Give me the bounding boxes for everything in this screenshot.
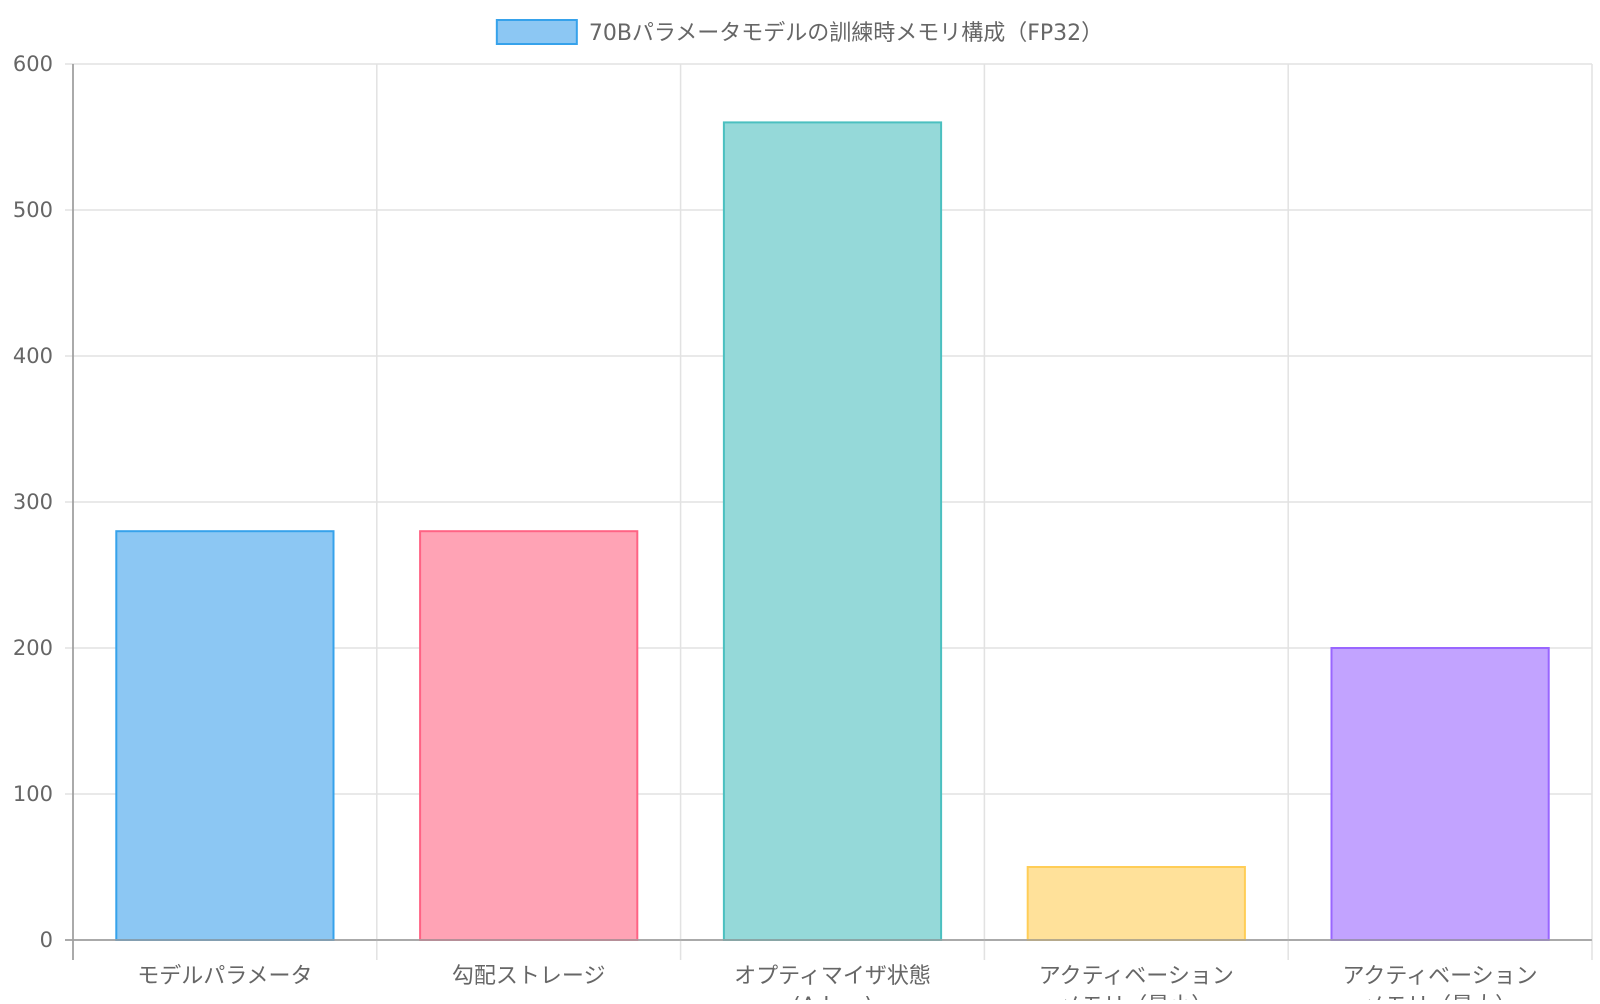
x-category-label: オプティマイザ状態(Adam) — [734, 964, 931, 1000]
bars-layer — [115, 121, 1550, 941]
y-tick-label: 400 — [13, 344, 53, 368]
y-tick-label: 100 — [13, 782, 53, 806]
legend-swatch[interactable] — [495, 19, 578, 45]
legend-label[interactable]: 70Bパラメータモデルの訓練時メモリ構成（FP32） — [589, 21, 1103, 46]
y-tick-label: 500 — [13, 198, 53, 222]
x-category-label: 勾配ストレージ — [452, 964, 606, 989]
y-tick-label: 600 — [13, 52, 53, 76]
legend[interactable]: 70Bパラメータモデルの訓練時メモリ構成（FP32） — [495, 19, 1103, 46]
ticks-layer: 0 100 200 300 400 500 600 — [13, 52, 53, 952]
bar[interactable] — [1330, 647, 1550, 941]
y-tick-label: 200 — [13, 636, 53, 660]
x-category-label: モデルパラメータ — [137, 964, 312, 989]
bar[interactable] — [722, 121, 943, 941]
bar[interactable] — [115, 530, 335, 941]
bar[interactable] — [419, 530, 639, 941]
x-category-label: アクティベーションメモリ（最小） — [1039, 964, 1234, 1000]
x-category-label: アクティベーションメモリ（最大） — [1343, 964, 1538, 1000]
y-tick-label: 300 — [13, 490, 53, 514]
category-labels-layer: モデルパラメータ 勾配ストレージ オプティマイザ状態(Adam) アクティベーションメ… — [137, 964, 1538, 1004]
bar[interactable] — [1026, 866, 1246, 941]
y-tick-label: 0 — [40, 928, 53, 952]
axes-layer — [65, 64, 1592, 960]
